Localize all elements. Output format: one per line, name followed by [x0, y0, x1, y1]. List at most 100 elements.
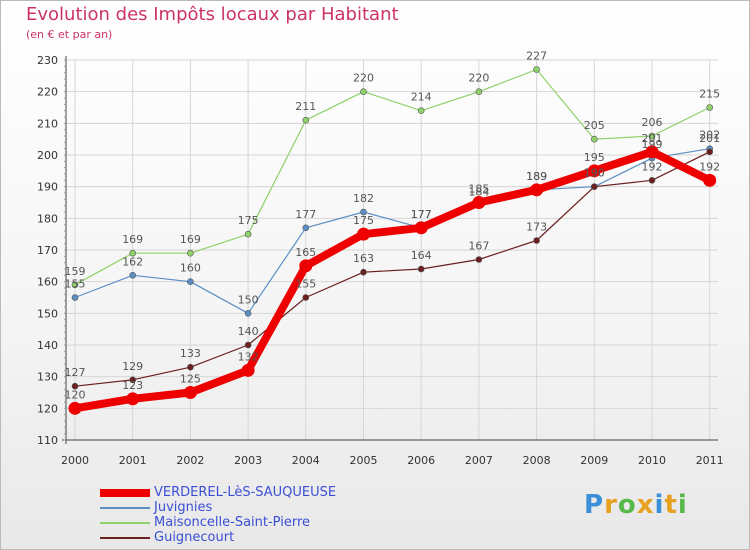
data-point — [414, 221, 428, 235]
legend-item: Juvignies — [100, 501, 212, 515]
y-tick-label: 190 — [37, 181, 58, 194]
data-label: 190 — [584, 167, 605, 180]
legend-item: Maisoncelle-Saint-Pierre — [100, 516, 310, 530]
data-label: 199 — [642, 138, 663, 151]
legend-item: VERDEREL-LèS-SAUQUEUSE — [100, 486, 336, 500]
legend-swatch — [100, 522, 150, 524]
data-label: 201 — [642, 132, 663, 145]
x-tick-label: 2007 — [465, 454, 493, 467]
data-label: 132 — [238, 350, 259, 363]
data-point — [475, 256, 483, 263]
logo-letter: i — [677, 490, 688, 520]
logo-letter: o — [617, 490, 637, 520]
data-label: 177 — [295, 208, 316, 221]
chart-subtitle: (en € et par an) — [26, 28, 113, 41]
data-label: 173 — [526, 221, 547, 234]
data-label: 120 — [65, 388, 86, 401]
y-tick-label: 140 — [37, 339, 58, 352]
data-point — [244, 230, 252, 238]
data-point — [360, 88, 367, 95]
x-tick-label: 2011 — [696, 454, 724, 467]
x-tick-label: 2005 — [350, 454, 378, 467]
logo-letter: x — [636, 490, 655, 520]
data-point — [241, 363, 255, 377]
legend-label: Maisoncelle-Saint-Pierre — [154, 515, 311, 530]
x-tick-label: 2003 — [234, 454, 262, 467]
data-label: 185 — [468, 183, 489, 196]
data-point — [472, 196, 486, 209]
data-label: 192 — [642, 160, 663, 173]
data-label: 177 — [411, 208, 432, 221]
data-point — [299, 259, 313, 273]
data-label: 160 — [180, 262, 201, 275]
y-tick-label: 170 — [37, 244, 58, 257]
data-label: 169 — [122, 233, 143, 246]
logo-letter: r — [604, 490, 618, 520]
data-point — [71, 294, 79, 301]
data-point — [706, 148, 714, 156]
data-point — [302, 294, 310, 301]
data-label: 189 — [526, 170, 547, 183]
legend-label: Juvignies — [154, 500, 213, 515]
data-label: 127 — [65, 366, 86, 379]
data-point — [703, 173, 717, 187]
data-point — [590, 135, 598, 143]
data-point — [187, 363, 194, 371]
data-label: 177 — [411, 208, 432, 221]
x-tick-label: 2010 — [638, 454, 666, 467]
data-point — [187, 278, 194, 285]
data-label: 163 — [353, 252, 374, 265]
data-point — [302, 224, 310, 232]
data-point — [187, 249, 194, 257]
y-tick-label: 180 — [37, 212, 58, 225]
x-tick-label: 2009 — [580, 454, 608, 467]
logo-letter: P — [584, 490, 605, 520]
x-tick-label: 2002 — [176, 454, 204, 467]
data-label: 162 — [122, 255, 143, 268]
data-point — [244, 310, 252, 317]
series-line — [74, 151, 711, 387]
logo-letter: t — [664, 490, 678, 520]
data-point — [648, 177, 656, 184]
data-label: 227 — [526, 50, 547, 63]
data-label: 220 — [468, 72, 489, 85]
data-label: 192 — [699, 160, 720, 173]
chart-title: Evolution des Impôts locaux par Habitant — [26, 4, 399, 25]
data-point — [587, 164, 601, 178]
x-tick-label: 2001 — [119, 454, 147, 467]
data-label: 220 — [353, 72, 374, 85]
data-point — [71, 382, 79, 390]
x-tick-label: 2008 — [523, 454, 551, 467]
logo-letter: i — [654, 490, 665, 520]
data-label: 155 — [65, 278, 86, 291]
data-point — [126, 392, 140, 406]
data-label: 140 — [238, 325, 259, 338]
data-point — [645, 145, 659, 159]
data-label: 214 — [411, 91, 432, 104]
data-label: 165 — [295, 246, 316, 259]
data-label: 164 — [411, 249, 432, 262]
data-point — [590, 183, 598, 190]
data-label: 189 — [526, 170, 547, 183]
data-point — [302, 116, 310, 124]
data-label: 167 — [468, 240, 489, 253]
data-point — [244, 341, 252, 349]
legend-swatch — [100, 489, 150, 497]
data-label: 133 — [180, 347, 201, 360]
legend-swatch — [100, 507, 150, 509]
x-tick-label: 2004 — [292, 454, 320, 467]
data-point — [360, 208, 367, 216]
data-point — [648, 132, 656, 140]
x-tick-label: 2000 — [61, 454, 89, 467]
legend-item: Guignecourt — [100, 531, 234, 545]
data-label: 201 — [699, 132, 720, 145]
data-point — [183, 386, 197, 399]
data-label: 129 — [122, 360, 143, 373]
data-label: 215 — [699, 88, 720, 101]
data-label: 195 — [584, 151, 605, 164]
series-line — [71, 147, 714, 413]
y-tick-label: 160 — [37, 276, 58, 289]
data-point — [417, 107, 425, 114]
data-point — [706, 104, 714, 111]
series-line — [74, 68, 711, 286]
